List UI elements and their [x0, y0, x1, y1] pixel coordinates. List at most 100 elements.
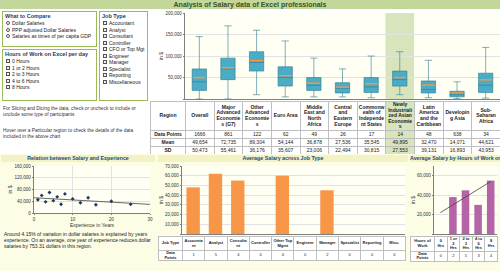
svg-text:30,000: 30,000 [165, 202, 179, 207]
svg-text:Experience in Years: Experience in Years [70, 222, 115, 228]
html-text:Around 4.15% of variation in d: Around 4.15% of variation in dollar sala… [4, 231, 151, 250]
html-text:Hours of Work on Excel per day: Hours of Work on Excel per day [5, 51, 88, 57]
html-text:55,461: 55,461 [220, 146, 237, 153]
html-text:Consultant: Consultant [229, 237, 247, 248]
svg-text:in $: in $ [7, 185, 13, 193]
html-text:Accountant: Accountant [184, 237, 203, 248]
svg-text:in $: in $ [158, 52, 164, 60]
html-text:SD: SD [164, 146, 172, 153]
html-text:62: 62 [282, 130, 289, 137]
html-text:27,536: 27,536 [335, 138, 351, 145]
html-text:89,304: 89,304 [249, 138, 265, 145]
html-text:122: 122 [252, 130, 262, 137]
html-text:PPP adjusted Dollar Salaries: PPP adjusted Dollar Salaries [12, 26, 77, 33]
svg-text:0: 0 [28, 211, 31, 216]
html-text:30,815: 30,815 [363, 146, 380, 153]
html-text:Latin America and the Caribbea: Latin America and the Caribbean [416, 103, 441, 127]
html-text:Developing Asia: Developing Asia [445, 109, 470, 121]
svg-text:40,000: 40,000 [17, 199, 31, 204]
svg-text:in $: in $ [158, 196, 164, 204]
html-text:49: 49 [311, 130, 318, 137]
html-text:39,131: 39,131 [421, 146, 437, 153]
html-text:861: 861 [224, 130, 233, 137]
html-text:Salaries as times of per capit: Salaries as times of per capita GDP [12, 33, 92, 39]
html-text:14,071: 14,071 [449, 138, 466, 145]
html-text:Hours of Work: Hours of Work [414, 238, 431, 248]
html-text:49,654: 49,654 [192, 138, 208, 145]
html-text:Analyst: Analyst [109, 26, 126, 33]
svg-text:160,000: 160,000 [15, 164, 32, 169]
html-text:0 Hrs: 0 Hrs [437, 238, 445, 248]
svg-text:100,000: 100,000 [166, 54, 183, 59]
html-text:49,895: 49,895 [392, 138, 408, 145]
html-text:Euro Area: Euro Area [273, 112, 298, 119]
html-text:8 Hrs: 8 Hrs [487, 238, 495, 248]
svg-text:0: 0 [33, 217, 36, 222]
svg-text:120,000: 120,000 [15, 175, 32, 180]
html-text:638: 638 [453, 130, 462, 137]
svg-text:10,000: 10,000 [165, 222, 179, 227]
html-text:Other Advanced Economies: Other Advanced Economies [245, 103, 269, 127]
html-text:1666: 1666 [194, 130, 206, 137]
html-text:Data Points: Data Points [164, 250, 177, 260]
svg-text:60,000: 60,000 [165, 173, 179, 178]
html-text:Sub-Saharan Africa: Sub-Saharan Africa [476, 106, 496, 124]
html-text:2 to 3 Hrs: 2 to 3 Hrs [462, 236, 470, 251]
html-text:Central and Eastern Europe: Central and Eastern Europe [333, 103, 353, 127]
html-text:Analysis of Salary data of Exc: Analysis of Salary data of Excel profess… [173, 1, 327, 8]
html-text:Newly Industrialized Asian Eco: Newly Industrialized Asian Economies [388, 101, 413, 130]
html-text:Controller: Controller [109, 39, 131, 46]
html-text:44,621: 44,621 [478, 138, 494, 145]
html-text:For Slicing and Dicing the dat: For Slicing and Dicing the data, check o… [3, 106, 136, 117]
html-text:72,735: 72,735 [220, 138, 237, 145]
svg-text:70,000: 70,000 [165, 164, 179, 169]
svg-text:20: 20 [109, 217, 115, 222]
html-text:Overall: Overall [191, 112, 209, 119]
html-text:Data Points: Data Points [154, 130, 182, 137]
html-text:Region: Region [159, 112, 177, 119]
html-text:Miscellaneous: Miscellaneous [109, 78, 141, 85]
html-text:Specialist: Specialist [109, 65, 131, 72]
html-text:Major Advanced Economies (G7): Major Advanced Economies (G7) [216, 103, 241, 127]
svg-text:200,000: 200,000 [166, 11, 183, 16]
svg-text:50,000: 50,000 [165, 183, 179, 188]
html-text:Controller Other Top Mgmt: Controller Other Top Mgmt [251, 237, 293, 248]
html-text:35,545: 35,545 [363, 138, 380, 145]
html-text:Data Points: Data Points [416, 250, 429, 261]
html-text:1 or 2 Hours: 1 or 2 Hours [12, 64, 40, 71]
html-text:Hover over a Particular region: Hover over a Particular region to check … [3, 128, 134, 139]
svg-text:40,000: 40,000 [417, 193, 431, 198]
svg-text:80,000: 80,000 [17, 187, 31, 192]
html-text:35,607: 35,607 [278, 146, 294, 153]
html-text:50,473: 50,473 [192, 146, 208, 153]
svg-text:20,000: 20,000 [165, 212, 179, 217]
html-text:4 to 6 Hours: 4 to 6 Hours [12, 77, 40, 84]
html-text:Dollar Salaries: Dollar Salaries [12, 20, 45, 26]
html-text:36,878: 36,878 [306, 138, 322, 145]
html-text:What to Compare: What to Compare [5, 13, 51, 19]
svg-text:40,000: 40,000 [165, 193, 179, 198]
html-text:4 to 6 Hrs: 4 to 6 Hrs [475, 236, 483, 251]
svg-text:50,000: 50,000 [168, 75, 182, 80]
svg-text:10: 10 [70, 217, 76, 222]
html-text:Mean: Mean [161, 138, 175, 145]
html-text:43,953: 43,953 [478, 146, 494, 153]
html-text:1 or 2 Hrs: 1 or 2 Hrs [449, 236, 458, 251]
html-text:36,176: 36,176 [249, 146, 265, 153]
html-text:16,893: 16,893 [449, 146, 466, 153]
svg-text:150,000: 150,000 [166, 32, 183, 37]
html-text:Middle East and North Africa: Middle East and North Africa [303, 103, 325, 127]
svg-text:30: 30 [147, 217, 153, 222]
svg-text:20,000: 20,000 [417, 212, 431, 217]
html-text:32,470: 32,470 [421, 138, 437, 145]
html-text:Engineer: Engineer [109, 52, 129, 59]
html-text:23,006: 23,006 [306, 146, 322, 153]
html-text:27,553: 27,553 [392, 146, 408, 153]
html-text:0 Hours: 0 Hours [12, 58, 30, 64]
svg-text:60,000: 60,000 [417, 173, 431, 178]
html-text:Commonwealth of Independent St: Commonwealth of Independent States [358, 103, 385, 127]
html-text:54,144: 54,144 [278, 138, 294, 145]
html-text:22,494: 22,494 [335, 146, 351, 153]
html-text:17: 17 [368, 130, 375, 137]
svg-text:in $: in $ [410, 196, 416, 204]
